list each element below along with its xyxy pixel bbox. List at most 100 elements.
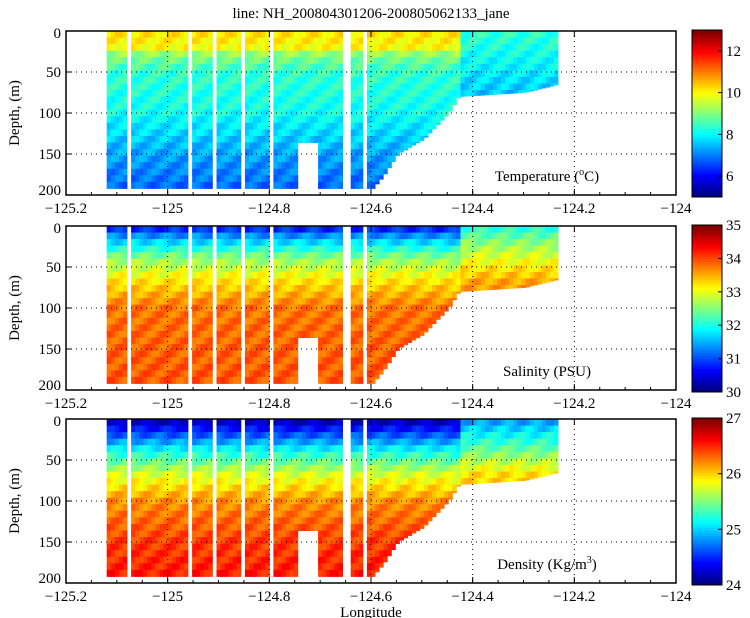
data-cell: [261, 76, 266, 84]
data-cell: [228, 363, 234, 371]
data-cell: [171, 57, 177, 65]
data-cell: [192, 537, 197, 545]
data-cell: [391, 324, 396, 332]
data-cell: [232, 317, 238, 325]
data-cell: [399, 31, 404, 38]
data-cell: [330, 258, 335, 266]
data-cell: [236, 83, 242, 91]
data-cell: [131, 530, 136, 538]
data-cell: [326, 155, 331, 163]
data-cell: [452, 103, 457, 106]
data-cell: [338, 291, 343, 299]
data-cell: [366, 245, 372, 253]
data-cell: [196, 245, 201, 253]
data-cell: [464, 63, 469, 71]
data-cell: [122, 458, 128, 466]
data-cell: [273, 304, 278, 312]
data-cell: [167, 497, 173, 505]
data-cell: [305, 96, 311, 104]
data-cell: [249, 357, 254, 365]
data-cell: [261, 136, 266, 143]
data-cell: [192, 291, 197, 299]
data-cell: [200, 419, 205, 426]
data-cell: [228, 116, 234, 124]
data-cell: [236, 90, 242, 97]
data-cell: [297, 109, 303, 117]
data-cell: [236, 491, 242, 499]
data-cell: [192, 419, 197, 426]
data-cell: [220, 464, 225, 472]
data-cell: [273, 162, 278, 170]
data-cell: [330, 122, 335, 130]
data-cell: [493, 63, 498, 71]
data-cell: [554, 83, 559, 86]
data-cell: [537, 50, 543, 58]
data-cell: [192, 350, 197, 358]
data-cell: [383, 96, 388, 104]
data-cell: [521, 31, 526, 38]
data-cell: [289, 149, 295, 157]
data-cell: [436, 285, 441, 292]
x-tick-label: −124.2: [553, 201, 595, 217]
data-cell: [110, 245, 116, 253]
data-cell: [322, 350, 327, 358]
data-cell: [118, 517, 124, 525]
data-cell: [289, 298, 295, 306]
data-cell: [135, 50, 140, 58]
data-cell: [224, 70, 230, 78]
data-cell: [183, 510, 189, 518]
data-cell: [110, 478, 116, 485]
data-cell: [497, 232, 502, 240]
data-cell: [249, 258, 254, 266]
data-cell: [204, 278, 209, 286]
y-tick-label: 150: [39, 147, 62, 163]
data-cell: [249, 31, 254, 38]
data-cell: [224, 337, 230, 345]
data-cell: [253, 245, 258, 253]
data-cell: [159, 129, 164, 137]
data-cell: [175, 168, 181, 176]
data-cell: [354, 298, 360, 306]
data-cell: [257, 122, 262, 130]
data-cell: [358, 357, 364, 365]
data-cell: [423, 278, 429, 286]
data-cell: [208, 484, 213, 492]
data-cell: [334, 363, 339, 371]
data-cell: [196, 239, 201, 247]
data-cell: [208, 76, 213, 84]
data-cell: [131, 181, 136, 189]
data-cell: [517, 285, 522, 289]
data-cell: [179, 524, 185, 531]
data-cell: [208, 543, 213, 551]
data-cell: [281, 175, 286, 183]
data-cell: [228, 181, 234, 189]
data-cell: [204, 478, 209, 485]
data-cell: [261, 344, 266, 352]
data-cell: [159, 464, 164, 472]
data-cell: [244, 90, 250, 97]
data-cell: [143, 370, 148, 378]
data-cell: [159, 484, 164, 492]
data-cell: [484, 57, 490, 65]
data-cell: [334, 265, 339, 273]
data-cell: [106, 445, 112, 453]
data-cell: [175, 232, 181, 240]
x-tick-label: −125.2: [45, 396, 87, 412]
data-cell: [204, 83, 209, 91]
data-cell: [293, 109, 299, 117]
data-cell: [338, 265, 343, 273]
data-cell: [159, 504, 164, 512]
data-cell: [379, 90, 384, 97]
data-cell: [322, 90, 327, 97]
data-cell: [375, 344, 380, 352]
data-cell: [110, 232, 116, 240]
data-cell: [383, 271, 388, 279]
data-cell: [273, 245, 278, 253]
data-cell: [253, 419, 258, 426]
data-cell: [208, 258, 213, 266]
data-cell: [183, 31, 189, 38]
data-cell: [277, 129, 282, 137]
data-cell: [375, 370, 380, 378]
data-cell: [375, 44, 380, 52]
data-cell: [147, 537, 152, 545]
